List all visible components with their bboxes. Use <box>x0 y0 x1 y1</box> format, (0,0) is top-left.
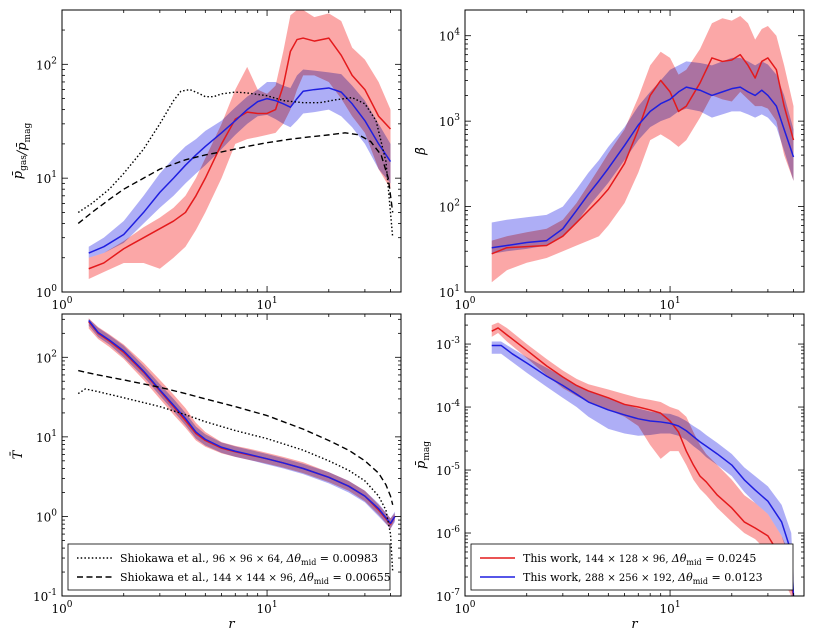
series-line-blue-1 <box>88 320 396 525</box>
band-blue-1 <box>491 341 794 596</box>
y-tick-label: 103 <box>439 113 460 129</box>
band-blue-1 <box>88 318 395 529</box>
legend-box <box>470 543 794 591</box>
y-tick-label: 10-1 <box>33 588 57 604</box>
series-line-dashed-3 <box>77 132 394 225</box>
y-tick-label: 101 <box>439 284 460 300</box>
plot-area <box>77 318 396 573</box>
x-axis-label: r <box>228 617 235 632</box>
plot-area <box>491 322 795 596</box>
y-tick-label: 104 <box>439 28 460 44</box>
uncertainty-bands <box>491 322 794 596</box>
band-blue-1 <box>88 69 391 258</box>
x-tick-label: 101 <box>257 296 278 312</box>
y-axis-label: p̄gas/p̄mag <box>11 123 33 180</box>
y-tick-label: 102 <box>439 199 460 215</box>
panel-pgas_pmag: 100 101 100 101 102 p̄gas/p̄mag <box>11 9 402 312</box>
series-line-blue-1 <box>88 87 392 254</box>
series-line-red-0 <box>491 327 795 596</box>
x-axis-label: r <box>631 617 638 632</box>
band-red-0 <box>491 322 794 596</box>
axes-frame <box>464 313 805 597</box>
y-axis-label: T̄ <box>10 449 26 459</box>
band-red-0 <box>88 10 391 280</box>
uncertainty-bands <box>491 16 794 283</box>
x-tick-label: 100 <box>51 600 72 616</box>
y-tick-label: 10-6 <box>436 525 460 541</box>
x-tick-label: 101 <box>660 600 681 616</box>
plot-area <box>491 16 795 283</box>
y-tick-label: 10-3 <box>436 336 460 352</box>
y-tick-label: 10-4 <box>436 399 460 415</box>
y-tick-label: 102 <box>36 56 57 72</box>
y-tick-label: 102 <box>36 349 57 365</box>
x-tick-label: 100 <box>51 296 72 312</box>
legend-entry-label: Shiokawa et al., 96 × 96 × 64, Δθmid = 0… <box>120 552 378 567</box>
legend-box <box>67 543 391 591</box>
y-tick-label: 100 <box>36 508 57 524</box>
series-line-red-0 <box>88 321 396 525</box>
legend: This work, 144 × 128 × 96, Δθmid = 0.024… <box>470 543 794 591</box>
axes-frame <box>61 313 402 597</box>
series-line-blue-1 <box>491 344 795 596</box>
legend: Shiokawa et al., 96 × 96 × 64, Δθmid = 0… <box>67 543 391 591</box>
x-tick-label: 100 <box>454 296 475 312</box>
y-tick-label: 101 <box>36 429 57 445</box>
plot-area <box>77 10 394 280</box>
legend-entry-label: This work, 288 × 256 × 192, Δθmid = 0.01… <box>523 571 763 586</box>
series-line-red-0 <box>88 37 392 270</box>
y-tick-label: 101 <box>36 170 57 186</box>
y-tick-label: 10-5 <box>436 462 460 478</box>
panel-pmag: 100 101 10-7 10-6 10-5 10-4 10-3 r p̄mag This wor… <box>414 313 805 632</box>
series-line-blue-1 <box>491 86 795 249</box>
axes-frame <box>464 9 805 293</box>
uncertainty-bands <box>88 318 395 529</box>
band-blue-1 <box>491 57 794 254</box>
x-tick-label: 101 <box>660 296 681 312</box>
axes-frame <box>61 9 402 293</box>
band-red-0 <box>88 318 395 529</box>
series-line-dotted-2 <box>77 388 394 573</box>
y-axis-label: p̄mag <box>414 441 432 469</box>
y-tick-label: 10-7 <box>436 588 460 604</box>
x-tick-label: 101 <box>257 600 278 616</box>
uncertainty-bands <box>88 10 391 280</box>
series-line-red-0 <box>491 53 795 255</box>
x-tick-label: 100 <box>454 600 475 616</box>
legend-entry-label: This work, 144 × 128 × 96, Δθmid = 0.024… <box>523 552 756 567</box>
y-axis-label: β̄ <box>414 147 429 156</box>
y-tick-label: 100 <box>36 284 57 300</box>
legend-entry-label: Shiokawa et al., 144 × 144 × 96, Δθmid =… <box>120 571 391 586</box>
series-line-dashed-3 <box>78 369 394 505</box>
